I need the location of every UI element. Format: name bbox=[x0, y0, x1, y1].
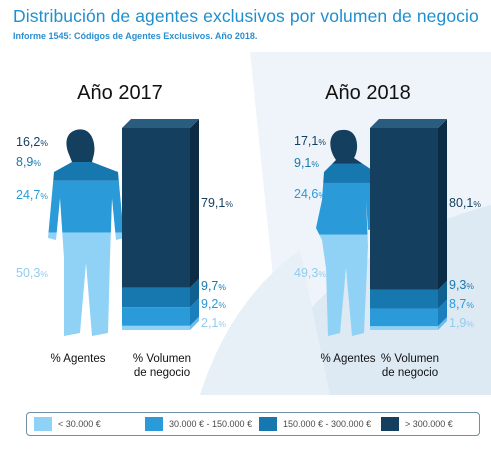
panel-1-agents-label-3-value: 9,1 bbox=[294, 156, 311, 170]
panel-1-volume-label-3: 9,3% bbox=[449, 278, 474, 292]
legend-item-3: 150.000 € - 300.000 € bbox=[259, 416, 371, 432]
panel-1-volume-label-2: 8,7% bbox=[449, 297, 474, 311]
legend-swatch-1 bbox=[34, 417, 52, 431]
panel-0-volume-label-4-unit: % bbox=[225, 199, 233, 209]
panel-1-agents-label-4-unit: % bbox=[318, 137, 326, 147]
legend-item-1: < 30.000 € bbox=[34, 416, 101, 432]
panel-0-volume-label-2-value: 9,2 bbox=[201, 297, 218, 311]
panel-1-volume-label-2-value: 8,7 bbox=[449, 297, 466, 311]
panel-0-volume-label-3-value: 9,7 bbox=[201, 279, 218, 293]
panel-1-volume-label-4-unit: % bbox=[473, 199, 481, 209]
panel-1-agents-label-2: 24,6% bbox=[294, 187, 326, 201]
panel-0-agents-label-4-value: 16,2 bbox=[16, 135, 40, 149]
panel-1-agents-label-1-unit: % bbox=[318, 269, 326, 279]
panel-1-agents-label-4: 17,1% bbox=[294, 134, 326, 148]
panel-0-agents-label-3: 8,9% bbox=[16, 155, 41, 169]
panel-1-agents-label-2-unit: % bbox=[318, 190, 326, 200]
legend-swatch-2 bbox=[145, 417, 163, 431]
panel-1-volume-label-1-unit: % bbox=[466, 319, 474, 329]
legend: < 30.000 € 30.000 € - 150.000 € 150.000 … bbox=[26, 412, 480, 436]
panel-0-volume-side-1 bbox=[190, 316, 199, 330]
panel-1-year: Año 2018 bbox=[325, 82, 411, 104]
chart-subtitle: Informe 1545: Códigos de Agentes Exclusi… bbox=[13, 31, 258, 41]
panel-0-agents-segment-3 bbox=[48, 161, 124, 181]
panel-0-volume-segment-3 bbox=[122, 287, 190, 308]
panel-1-agents-label-1-value: 49,3 bbox=[294, 266, 318, 280]
panel-1-volume-label-3-value: 9,3 bbox=[449, 278, 466, 292]
panel-1-volume-caption-2: de negocio bbox=[382, 367, 438, 379]
panel-1-volume-segment-1 bbox=[370, 326, 438, 330]
legend-label-2: 30.000 € - 150.000 € bbox=[169, 419, 253, 429]
panel-1-volume-label-4-value: 80,1 bbox=[449, 196, 473, 210]
panel-1-agents-segment-3 bbox=[316, 163, 376, 183]
panel-0-volume-side-3 bbox=[190, 278, 199, 308]
panel-1-volume-side-1 bbox=[438, 317, 447, 330]
legend-label-1: < 30.000 € bbox=[58, 419, 101, 429]
panel-1-volume-caption-1: % Volumen bbox=[381, 353, 439, 365]
panel-1-volume-top bbox=[370, 119, 447, 128]
chart-title: Distribución de agentes exclusivos por v… bbox=[13, 6, 479, 26]
panel-1-volume-label-4: 80,1% bbox=[449, 196, 481, 210]
panel-0-volume-label-4-value: 79,1 bbox=[201, 196, 225, 210]
panel-0-volume-label-3-unit: % bbox=[218, 282, 226, 292]
panel-1-volume-side-2 bbox=[438, 299, 447, 327]
panel-1-volume-side-3 bbox=[438, 280, 447, 309]
panel-0-agents-segment-1 bbox=[48, 232, 124, 336]
panel-0-agents-label-1-unit: % bbox=[40, 269, 48, 279]
panel-0-volume-label-1-value: 2,1 bbox=[201, 316, 218, 330]
panel-0-volume-caption-1: % Volumen bbox=[133, 353, 191, 365]
panel-0-agents-label-3-value: 8,9 bbox=[16, 155, 33, 169]
panel-1-agents-caption: % Agentes bbox=[321, 353, 376, 365]
panel-0-agents-label-1: 50,3% bbox=[16, 266, 48, 280]
panel-0-agents-caption: % Agentes bbox=[51, 353, 106, 365]
legend-swatch-3 bbox=[259, 417, 277, 431]
panel-1-volume-label-1: 1,9% bbox=[449, 316, 474, 330]
panel-0-volume-label-3: 9,7% bbox=[201, 279, 226, 293]
legend-item-4: > 300.000 € bbox=[381, 416, 453, 432]
panel-0-agents-segment-2 bbox=[48, 180, 124, 233]
panel-0-agents-figure bbox=[48, 129, 124, 336]
panel-1-volume-label-3-unit: % bbox=[466, 281, 474, 291]
panel-0-agents-label-3-unit: % bbox=[33, 158, 41, 168]
legend-swatch-4 bbox=[381, 417, 399, 431]
panel-0-agents-label-2-value: 24,7 bbox=[16, 188, 40, 202]
panel-1-agents-label-3: 9,1% bbox=[294, 156, 319, 170]
panel-1-volume-segment-3 bbox=[370, 289, 438, 309]
panel-1-volume-label-2-unit: % bbox=[466, 300, 474, 310]
legend-label-4: > 300.000 € bbox=[405, 419, 453, 429]
panel-1-agents-label-2-value: 24,6 bbox=[294, 187, 318, 201]
panel-0-volume-segment-1 bbox=[122, 325, 190, 330]
panel-0-volume-label-1: 2,1% bbox=[201, 316, 226, 330]
legend-item-2: 30.000 € - 150.000 € bbox=[145, 416, 252, 432]
panel-0-agents-label-4-unit: % bbox=[40, 138, 48, 148]
panel-0-agents-label-2-unit: % bbox=[40, 191, 48, 201]
panel-1-agents-label-4-value: 17,1 bbox=[294, 134, 318, 148]
panel-1-agents-segment-2 bbox=[316, 182, 376, 235]
panel-0-agents-label-2: 24,7% bbox=[16, 188, 48, 202]
panel-1-volume-segment-4 bbox=[370, 128, 438, 290]
legend-label-3: 150.000 € - 300.000 € bbox=[283, 419, 372, 429]
panel-0-volume-segment-4 bbox=[122, 128, 190, 288]
panel-0-volume-label-2-unit: % bbox=[218, 300, 226, 310]
panel-1-agents-label-1: 49,3% bbox=[294, 266, 326, 280]
panel-1-volume-label-1-value: 1,9 bbox=[449, 316, 466, 330]
panel-0-volume-caption-2: de negocio bbox=[134, 367, 190, 379]
panel-0-year: Año 2017 bbox=[77, 82, 163, 104]
panel-0-volume-segment-2 bbox=[122, 307, 190, 326]
panel-0-agents-label-4: 16,2% bbox=[16, 135, 48, 149]
panel-1-agents-label-3-unit: % bbox=[311, 159, 319, 169]
panel-0-volume-top bbox=[122, 119, 199, 128]
panel-1-volume-segment-2 bbox=[370, 308, 438, 327]
panel-0-volume-label-2: 9,2% bbox=[201, 297, 226, 311]
panel-0-agents-label-1-value: 50,3 bbox=[16, 266, 40, 280]
panel-0-volume-label-1-unit: % bbox=[218, 319, 226, 329]
panel-1-volume-side-4 bbox=[438, 119, 447, 290]
panel-0-volume-side-2 bbox=[190, 298, 199, 326]
panel-0-volume-label-4: 79,1% bbox=[201, 196, 233, 210]
panel-0-volume-side-4 bbox=[190, 119, 199, 288]
